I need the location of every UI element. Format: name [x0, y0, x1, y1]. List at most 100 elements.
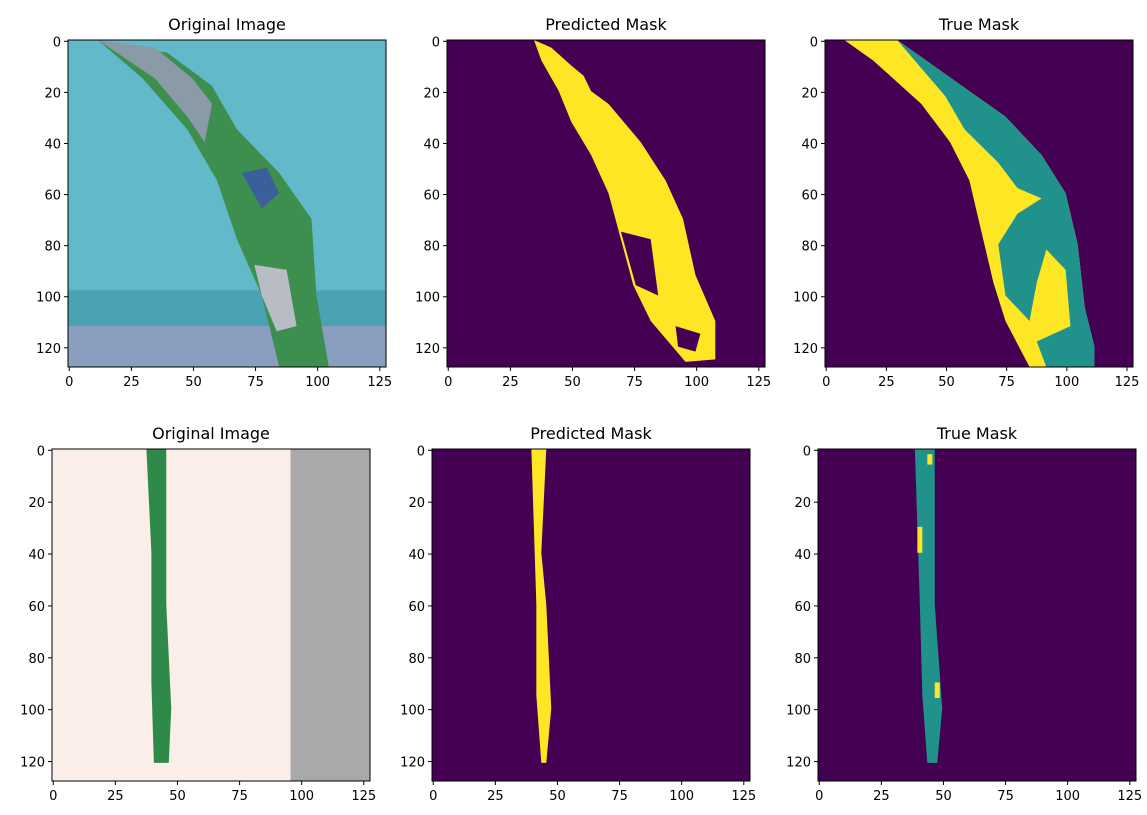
y-tick-label: 60 — [423, 189, 440, 204]
axes-frame — [67, 39, 387, 368]
image — [432, 449, 750, 781]
y-tick-label: 100 — [400, 704, 425, 719]
image-region — [241, 167, 280, 209]
y-tick-label: 0 — [803, 444, 811, 459]
y-tick-label: 100 — [786, 704, 811, 719]
x-tick-label: 75 — [247, 375, 264, 390]
x-tick-label: 50 — [185, 375, 202, 390]
x-tick-label: 0 — [444, 375, 452, 390]
y-tick-label: 20 — [423, 86, 440, 101]
subplot-title: True Mask — [938, 15, 1020, 34]
y-tick-label: 0 — [37, 444, 45, 459]
axes-frame — [51, 448, 371, 782]
y-tick-label: 60 — [28, 600, 45, 615]
y-tick-label: 80 — [44, 240, 61, 255]
y-tick-label: 20 — [801, 86, 818, 101]
x-tick-label: 75 — [998, 375, 1015, 390]
x-tick-label: 25 — [123, 375, 140, 390]
y-tick-label: 60 — [794, 600, 811, 615]
x-tick-label: 75 — [611, 789, 628, 804]
y-tick-label: 80 — [28, 652, 45, 667]
x-tick-label: 100 — [289, 789, 314, 804]
y-tick-label: 100 — [36, 291, 61, 306]
image-region — [146, 449, 172, 763]
y-tick-label: 20 — [28, 496, 45, 511]
image-background — [432, 449, 750, 781]
x-tick-label: 125 — [1117, 789, 1142, 804]
y-tick-label: 0 — [417, 444, 425, 459]
x-tick-label: 125 — [746, 375, 771, 390]
x-tick-label: 50 — [549, 789, 566, 804]
image-region — [254, 264, 297, 332]
subplot-title: True Mask — [936, 424, 1018, 443]
y-tick-label: 20 — [408, 496, 425, 511]
x-tick-label: 75 — [626, 375, 643, 390]
x-tick-label: 25 — [487, 789, 504, 804]
y-tick-label: 40 — [801, 137, 818, 152]
x-tick-label: 25 — [502, 375, 519, 390]
x-tick-label: 25 — [107, 789, 124, 804]
image — [68, 40, 386, 367]
x-tick-label: 100 — [305, 375, 330, 390]
y-tick-label: 100 — [415, 291, 440, 306]
y-tick-label: 60 — [408, 600, 425, 615]
x-tick-label: 100 — [684, 375, 709, 390]
subplot-title: Predicted Mask — [530, 424, 652, 443]
x-tick-label: 75 — [997, 789, 1014, 804]
x-tick-label: 0 — [822, 375, 830, 390]
subplot: Predicted Mask 0 25 50 75 100 125 0 20 40 60 80 100 1… — [415, 15, 771, 390]
x-tick-label: 50 — [938, 375, 955, 390]
image-region — [620, 231, 659, 296]
y-tick-label: 120 — [400, 756, 425, 771]
x-tick-label: 25 — [878, 375, 895, 390]
image-region — [675, 326, 701, 352]
y-tick-label: 80 — [794, 652, 811, 667]
subplot: Original Image 0 25 50 75 100 125 0 20 40 60 80 100 1… — [20, 424, 376, 804]
y-tick-label: 40 — [28, 548, 45, 563]
y-tick-label: 40 — [423, 137, 440, 152]
y-tick-label: 0 — [432, 35, 440, 50]
y-tick-label: 120 — [786, 756, 811, 771]
subplot-title: Original Image — [168, 15, 286, 34]
image-region — [927, 454, 933, 465]
subplot: True Mask 0 25 50 75 100 125 0 20 40 60 80 100 120 — [786, 424, 1142, 804]
x-tick-label: 0 — [815, 789, 823, 804]
axes-frame — [431, 448, 751, 782]
y-tick-label: 20 — [44, 86, 61, 101]
image-region — [533, 40, 716, 362]
y-tick-label: 100 — [20, 704, 45, 719]
image-region — [290, 449, 370, 781]
y-tick-label: 40 — [44, 137, 61, 152]
y-tick-label: 80 — [408, 652, 425, 667]
x-tick-label: 100 — [1055, 789, 1080, 804]
y-tick-label: 120 — [415, 342, 440, 357]
image-background — [447, 40, 765, 367]
image-region — [917, 526, 923, 553]
x-tick-label: 50 — [169, 789, 186, 804]
y-tick-label: 100 — [793, 291, 818, 306]
image — [447, 40, 765, 367]
y-tick-label: 80 — [801, 240, 818, 255]
y-tick-label: 120 — [793, 342, 818, 357]
image-region — [897, 40, 1095, 367]
image — [825, 40, 1133, 367]
y-tick-label: 80 — [423, 240, 440, 255]
x-tick-label: 125 — [351, 789, 376, 804]
y-tick-label: 120 — [36, 342, 61, 357]
y-tick-label: 120 — [20, 756, 45, 771]
image-region — [531, 449, 552, 763]
subplot-title: Predicted Mask — [545, 15, 667, 34]
subplot-title: Original Image — [152, 424, 270, 443]
subplot: Predicted Mask 0 25 50 75 100 125 0 20 40 60 80 100 1… — [400, 424, 756, 804]
x-tick-label: 125 — [1115, 375, 1140, 390]
x-tick-label: 125 — [731, 789, 756, 804]
y-tick-label: 40 — [408, 548, 425, 563]
y-tick-label: 40 — [794, 548, 811, 563]
subplot: True Mask 0 25 50 75 100 125 0 20 40 60 80 100 120 — [793, 15, 1139, 390]
x-tick-label: 0 — [429, 789, 437, 804]
y-tick-label: 60 — [44, 189, 61, 204]
image-background — [818, 449, 1136, 781]
y-tick-label: 20 — [794, 496, 811, 511]
x-tick-label: 50 — [935, 789, 952, 804]
